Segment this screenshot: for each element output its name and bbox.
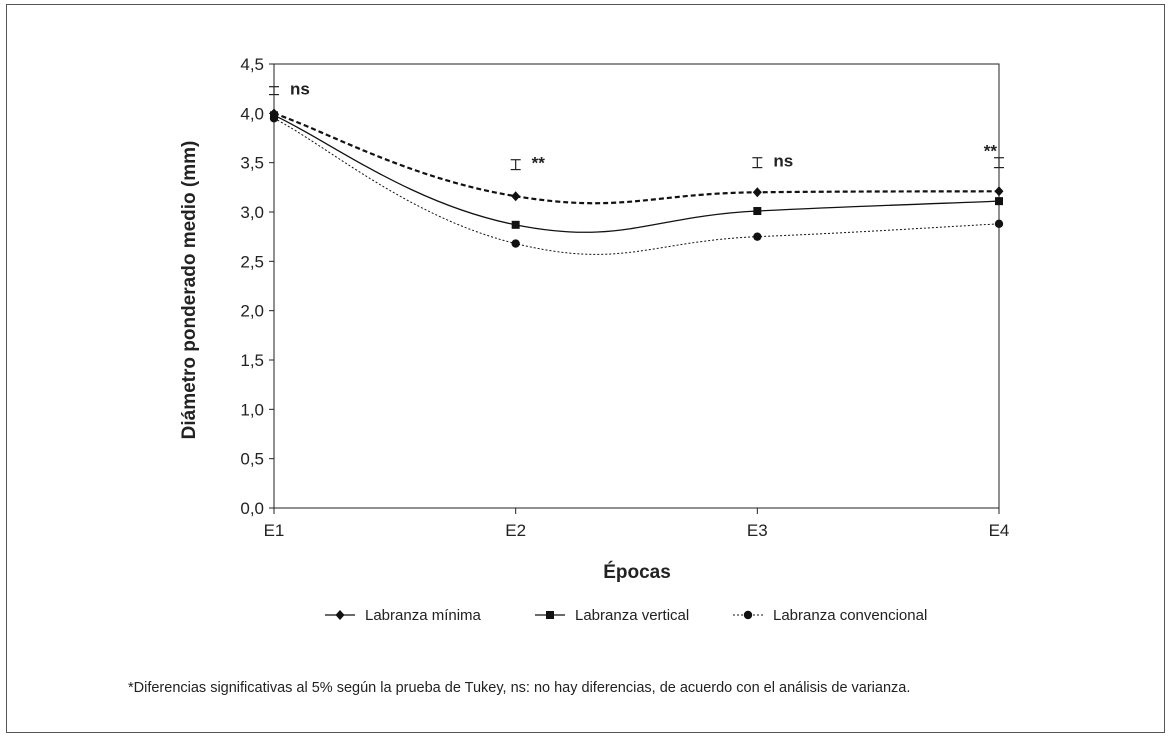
legend-marker-square [546,611,554,619]
significance-label: ns [290,80,310,99]
data-point-diamond [994,186,1004,197]
significance-label: ns [773,152,793,171]
legend-marker-diamond [335,610,345,620]
series-markers [269,108,1004,248]
legend: Labranza mínima Labranza vertical Labranza… [325,607,927,624]
x-tick-label: E4 [989,521,1010,540]
x-tick-label: E2 [505,521,526,540]
x-axis-title: Épocas [603,561,671,583]
y-axis-title: Diámetro ponderado medio (mm) [179,141,200,440]
data-point-square [753,207,762,216]
y-tick-label: 0,5 [240,450,264,469]
y-tick-label: 4,0 [240,104,264,123]
legend-label: Labranza convencional [773,607,927,624]
legend-label: Labranza vertical [575,607,689,624]
data-point-diamond [511,191,521,202]
error-bars [269,86,1004,171]
y-tick-label: 2,0 [240,302,264,321]
y-tick-label: 3,0 [240,203,264,222]
line-chart: 0,00,51,01,52,02,53,03,54,04,5 E1 E2 E3 E4 … [179,55,1010,624]
series-line-diamond [273,112,1000,205]
significance-annotations: ns ** ns ** [290,80,997,173]
x-tick-label: E3 [747,521,768,540]
significance-label: ** [532,154,546,173]
data-point-square [995,197,1003,206]
legend-label: Labranza mínima [365,607,482,624]
data-point-circle [269,114,279,123]
y-tick-label: 2,5 [240,252,264,271]
chart-axes [273,63,1000,509]
series-line-circle [273,117,1000,255]
data-point-diamond [752,187,762,198]
y-axis-ticks: 0,0 0,5 1,0 1,5 2,0 2,5 3,0 3,5 4,0 4,5 [240,55,274,518]
data-point-circle [511,239,520,248]
x-tick-label: E1 [264,521,285,540]
footnote: *Diferencias significativas al 5% según … [128,680,911,696]
y-tick-label: 1,0 [240,400,264,419]
y-tick-label: 3,5 [240,154,264,173]
figure-frame [6,4,1165,733]
legend-marker-circle [743,610,753,620]
data-point-circle [753,232,762,241]
series-lines [273,112,1000,255]
x-axis-ticks: E1 E2 E3 E4 [264,508,1010,540]
significance-label: ** [984,142,998,161]
y-tick-label: 1,5 [240,351,264,370]
y-tick-label: 4,5 [240,55,264,74]
plot-area-border [273,63,1000,509]
data-point-square [511,220,520,229]
data-point-circle [994,219,1004,229]
y-tick-label: 0,0 [240,499,264,518]
series-line-square [273,114,1000,233]
